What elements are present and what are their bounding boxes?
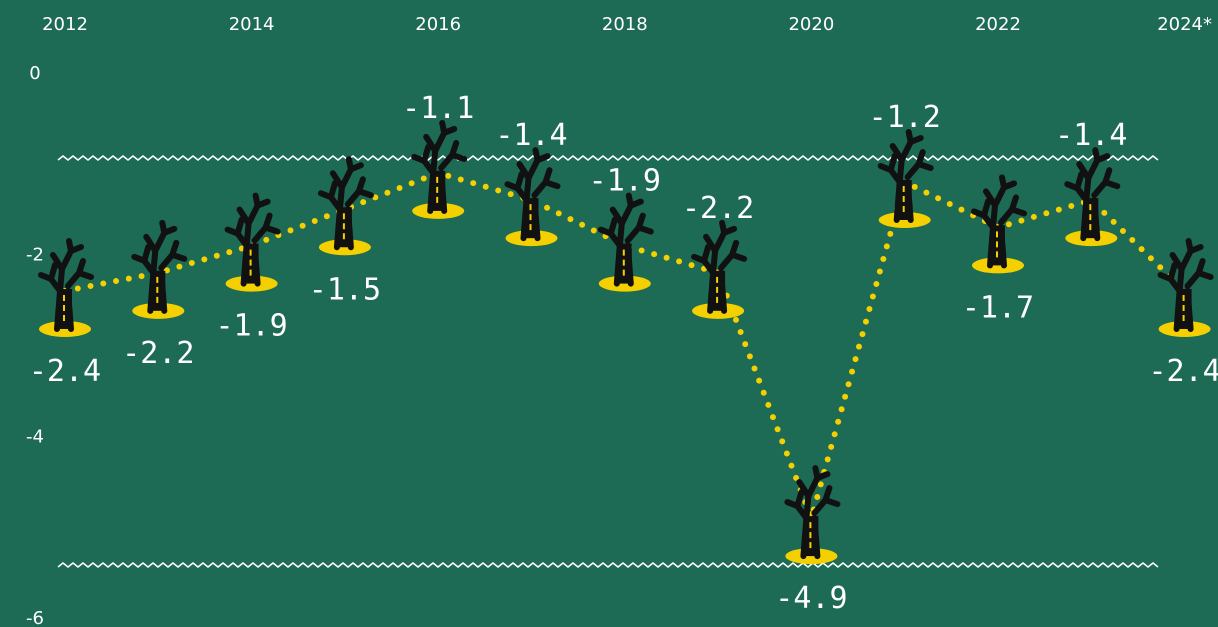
tree-trunk [1157,238,1214,332]
tree-marker [317,156,374,256]
tree-marker [784,465,841,565]
tree-marker [38,238,94,337]
tree-trunk [38,238,94,332]
tree-trunk [224,192,281,287]
tree-marker [1157,238,1214,337]
tree-marker [411,119,468,219]
x-tick-label: 2024* [1157,14,1212,35]
x-tick-label: 2012 [42,14,88,35]
y-tick-label: -4 [26,426,44,447]
decoration [57,155,1159,568]
tree-trunk [411,119,468,214]
tree-marker [1064,147,1121,247]
x-tick-label: 2014 [229,14,275,35]
y-tick-label: -6 [26,608,44,627]
tree-ground [972,257,1024,274]
value-label: -4.9 [775,581,847,616]
wave-line [57,155,1159,161]
tree-trunk [784,465,841,560]
tree-trunk [597,192,654,287]
x-tick-label: 2020 [788,14,834,35]
tree-trunk [1064,147,1121,242]
tree-trunk [971,174,1027,269]
tree-marker [504,147,561,247]
value-label: -1.5 [309,272,381,307]
tree-trunk [877,129,934,223]
tree-marker [971,174,1027,274]
tree-trunk [131,219,188,314]
wave-line [57,562,1159,568]
tree-marker [597,192,654,292]
value-label: -1.9 [589,164,661,199]
tree-trunk [691,219,748,314]
x-tick-label: 2022 [975,14,1021,35]
value-label: -2.2 [682,191,754,226]
tree-trunk [317,156,374,251]
y-tick-label: -2 [26,245,44,266]
value-label: -1.4 [1055,118,1127,153]
value-label: -2.4 [29,354,101,389]
tree-marker [877,129,934,228]
value-label: -1.9 [215,309,287,344]
value-label: -2.2 [122,336,194,371]
value-label: -1.1 [402,91,474,126]
x-tick-label: 2018 [602,14,648,35]
y-tick-label: 0 [29,63,40,84]
value-label: -1.2 [869,100,941,135]
value-label: -2.4 [1148,354,1218,389]
tree-marker [691,219,748,319]
tree-trunk [504,147,561,242]
value-label: -1.7 [962,290,1034,325]
tree-marker [224,192,281,292]
value-label: -1.4 [495,118,567,153]
x-tick-label: 2016 [415,14,461,35]
tree-marker [131,219,188,319]
